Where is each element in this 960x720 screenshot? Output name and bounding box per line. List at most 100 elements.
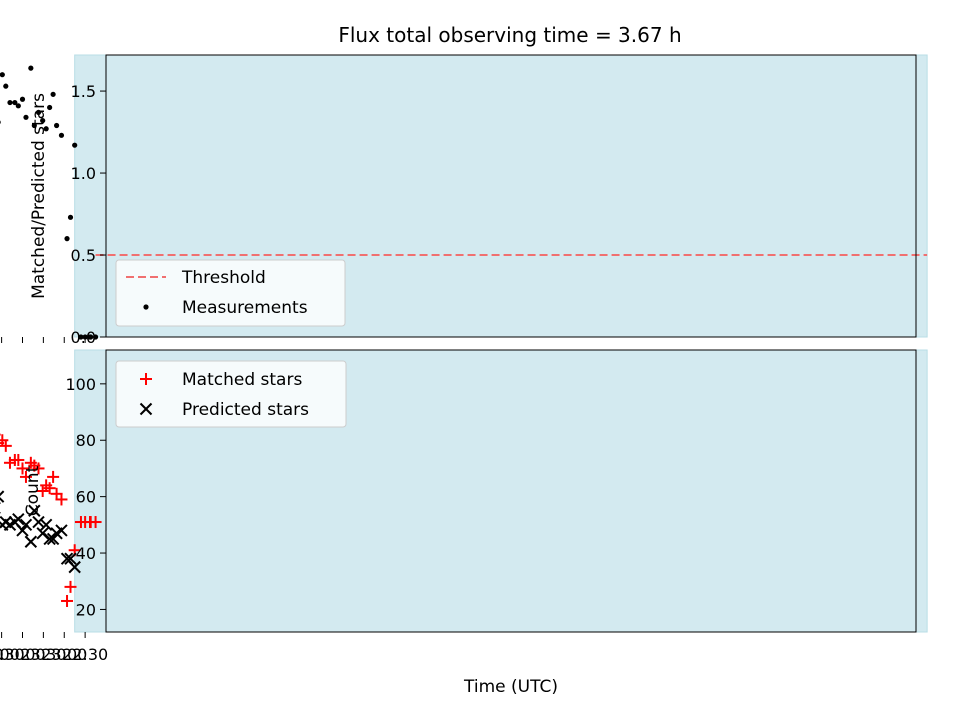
- predicted-point: [64, 552, 77, 565]
- top-x-axis-ticks: [1, 337, 86, 343]
- measurement-point: [72, 142, 78, 148]
- predicted-point: [39, 518, 53, 532]
- x-stroke-b: [46, 532, 60, 546]
- measurement-point: [31, 122, 37, 129]
- measurement-point: [23, 114, 29, 120]
- predicted-point: [0, 490, 5, 503]
- y-tick-label: 60: [76, 488, 96, 507]
- measurement-point: [67, 214, 74, 220]
- measurement-point: [0, 72, 5, 78]
- bottom-x-axis-ticks: 22:3023:0023:3000:0000:3001:0001:3002:00…: [0, 632, 108, 664]
- top-legend-box: [115, 259, 346, 327]
- x-stroke-b: [36, 527, 49, 540]
- predicted-point: [19, 518, 33, 532]
- predicted-point: [0, 518, 9, 532]
- measurement-point: [78, 334, 84, 340]
- legend-measurements-label: Measurements: [182, 298, 308, 318]
- predicted-point: [36, 527, 49, 540]
- bottom-y-axis-label: Count: [23, 465, 43, 516]
- measurement-point: [47, 104, 53, 111]
- top-plot-marks: [0, 65, 928, 340]
- matched-point: [3, 456, 16, 469]
- matched-point: [47, 470, 60, 483]
- bottom-x-axis-label: Time (UTC): [463, 677, 558, 697]
- matched-point: [61, 594, 74, 607]
- measurement-point: [28, 65, 34, 71]
- measurement-point: [3, 83, 9, 89]
- bottom-y-axis-ticks: 20 40 60 80 100: [65, 375, 106, 619]
- matched-point: [0, 434, 9, 447]
- x-stroke-b: [24, 535, 38, 548]
- predicted-point: [24, 535, 38, 548]
- x-stroke-b: [28, 504, 41, 517]
- x-stroke-b: [139, 402, 153, 416]
- x-stroke-b: [64, 552, 77, 565]
- predicted-point: [28, 504, 41, 517]
- x-stroke-b: [32, 515, 45, 529]
- matched-point: [24, 456, 37, 469]
- measurement-point: [12, 99, 18, 106]
- y-tick-label: 100: [65, 375, 96, 394]
- legend-measurements-swatch: [143, 304, 149, 310]
- matched-point: [0, 433, 1, 436]
- measurement-point: [53, 122, 60, 129]
- top-y-axis-ticks: 0.0 0.5 1.0 1.5: [71, 82, 106, 347]
- x-stroke-b: [19, 518, 33, 532]
- predicted-point: [60, 552, 74, 565]
- y-tick-label: 40: [76, 544, 96, 563]
- measurement-point: [43, 126, 49, 132]
- x-stroke-b: [0, 490, 5, 497]
- measurement-point: [92, 334, 99, 340]
- predicted-point: [46, 532, 60, 546]
- x-tick-label: 01:00: [0, 645, 4, 664]
- y-tick-label: 20: [76, 600, 96, 619]
- legend-matched-label: Matched stars: [182, 370, 302, 390]
- legend-predicted-label: Predicted stars: [182, 400, 309, 420]
- y-tick-label: 1.5: [71, 82, 96, 101]
- measurement-point: [35, 109, 42, 115]
- y-tick-label: 1.0: [71, 164, 96, 183]
- measurement-point: [58, 132, 65, 138]
- x-tick-label: 22:30: [62, 645, 108, 664]
- top-legend: Threshold Measurements: [115, 259, 346, 327]
- y-tick-label: 80: [76, 431, 96, 450]
- legend-plus-marker: [140, 373, 152, 385]
- x-tick-label: 23:30: [20, 645, 66, 664]
- bottom-axes-frame: [105, 349, 917, 633]
- legend-predicted-swatch: [139, 402, 153, 416]
- matched-point: [0, 442, 5, 445]
- x-stroke-b: [43, 532, 56, 546]
- measurement-point: [87, 334, 93, 340]
- bottom-legend-box: [115, 360, 347, 428]
- top-axes-frame: [105, 54, 917, 338]
- bottom-plot-marks: [0, 433, 102, 607]
- legend-x-marker: [139, 402, 153, 416]
- matched-point: [19, 470, 32, 483]
- matched-point: [64, 580, 77, 593]
- matched-point: [36, 485, 49, 497]
- x-tick-label: 00:00: [0, 645, 46, 664]
- matched-point: [74, 516, 87, 529]
- x-tick-label: 00:30: [0, 645, 25, 664]
- top-panel: 0.0 0.5 1.0 1.5 Matched/Predicted stars Thr…: [0, 54, 928, 347]
- measurement-point: [0, 120, 1, 125]
- measurement-point: [50, 91, 56, 97]
- measurement-point: [40, 117, 46, 124]
- x-stroke-b: [39, 518, 53, 532]
- legend-threshold-label: Threshold: [181, 268, 266, 288]
- x-stroke-b: [60, 552, 74, 565]
- x-tick-label: 23:00: [41, 645, 87, 664]
- bottom-panel: 20 40 60 80 100 22:3023:0023:3000:0000:3001:…: [0, 349, 928, 697]
- predicted-point: [32, 515, 45, 529]
- x-stroke-a: [0, 497, 5, 503]
- matched-point: [50, 487, 63, 500]
- top-y-axis-label: Matched/Predicted stars: [29, 93, 49, 299]
- measurement-point: [64, 236, 70, 242]
- measurement-point: [19, 96, 26, 102]
- legend-matched-swatch: [140, 373, 152, 385]
- measurement-point: [15, 103, 21, 109]
- x-stroke-b: [0, 518, 9, 529]
- measurement-point: [7, 99, 13, 106]
- x-stroke-b: [16, 524, 29, 537]
